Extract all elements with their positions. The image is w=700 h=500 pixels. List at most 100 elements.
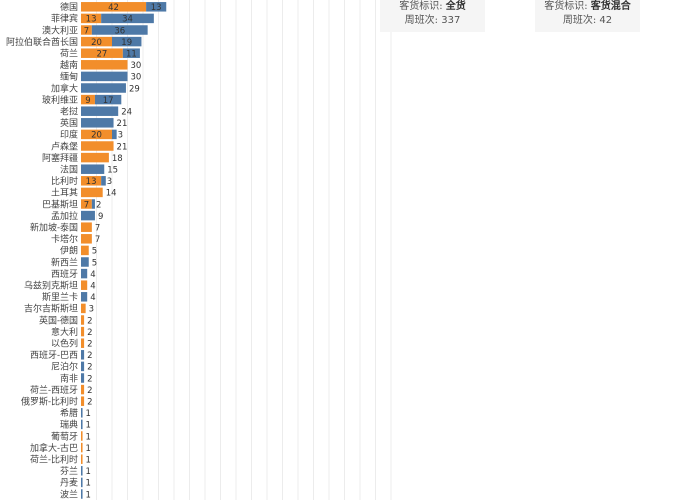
category-label: 俄罗斯-比利时 xyxy=(21,396,78,408)
category-label: 吉尔吉斯斯坦 xyxy=(24,303,78,315)
bar-segment-orange[interactable] xyxy=(81,384,85,395)
category-label: 比利时 xyxy=(51,175,78,187)
bar-segment-blue[interactable] xyxy=(94,94,122,105)
bar-segment-orange[interactable] xyxy=(81,245,89,256)
segment-label: 11 xyxy=(126,50,137,60)
bar-segment-blue[interactable] xyxy=(101,176,106,186)
bar-segment-orange[interactable] xyxy=(81,303,86,314)
bar-segment-blue[interactable] xyxy=(81,257,89,267)
data-label: 18 xyxy=(112,154,123,164)
bar-segment-orange[interactable] xyxy=(81,60,128,70)
segment-label: 13 xyxy=(86,15,97,25)
tooltip-count: 42 xyxy=(599,15,613,26)
bar-segment-blue[interactable] xyxy=(81,210,95,221)
category-label: 法国 xyxy=(60,164,78,176)
data-label: 2 xyxy=(87,340,92,350)
bar-segment-orange[interactable] xyxy=(81,326,85,337)
bar-segment-orange[interactable] xyxy=(81,141,114,151)
bar-segment-blue[interactable] xyxy=(81,164,105,174)
bar-segment-blue[interactable] xyxy=(81,361,85,372)
bar-segment-blue[interactable] xyxy=(81,83,126,93)
bar-segment-orange[interactable] xyxy=(81,199,92,209)
bar-segment-blue[interactable] xyxy=(81,106,119,116)
category-label: 荷兰 xyxy=(60,48,78,60)
bar-segment-blue[interactable] xyxy=(146,2,167,12)
tooltip-mixed: 客货标识: 客货混合 周班次: 42 xyxy=(535,0,640,32)
bar-segment-blue[interactable] xyxy=(81,466,83,476)
tooltip-all-cargo-row2: 周班次: 337 xyxy=(380,14,485,28)
data-label: 5 xyxy=(92,258,97,268)
bar-segment-orange[interactable] xyxy=(81,25,92,35)
category-label: 新西兰 xyxy=(51,256,78,268)
bar-segment-blue[interactable] xyxy=(81,292,88,302)
category-label: 加拿大 xyxy=(51,82,78,94)
bar-segment-orange[interactable] xyxy=(81,48,123,58)
category-label: 阿拉伯联合酋长国 xyxy=(6,36,78,48)
data-label: 1 xyxy=(86,479,91,489)
category-label: 越南 xyxy=(60,59,78,71)
bar-segment-blue[interactable] xyxy=(81,408,83,418)
category-label: 卡塔尔 xyxy=(51,233,78,245)
data-label: 4 xyxy=(90,293,95,303)
bar-segment-blue[interactable] xyxy=(81,373,85,383)
category-label: 缅甸 xyxy=(60,71,78,83)
category-label: 乌兹别克斯坦 xyxy=(24,280,78,292)
category-label: 瑞典 xyxy=(60,419,78,431)
segment-label: 20 xyxy=(91,131,102,141)
tooltip-count: 337 xyxy=(441,15,461,26)
bar-segment-blue[interactable] xyxy=(112,129,117,140)
bar-segment-orange[interactable] xyxy=(81,454,83,464)
bar-segment-orange[interactable] xyxy=(81,129,112,140)
category-label: 阿塞拜疆 xyxy=(42,152,78,164)
data-label: 2 xyxy=(87,398,92,408)
data-label: 15 xyxy=(107,166,118,176)
category-label: 德国 xyxy=(60,1,78,13)
bar-segment-blue[interactable] xyxy=(112,36,142,47)
bar-segment-orange[interactable] xyxy=(81,152,109,163)
bar-segment-orange[interactable] xyxy=(81,442,83,453)
bar-segment-orange[interactable] xyxy=(81,2,147,12)
grid-lines xyxy=(96,0,392,500)
bar-segment-blue[interactable] xyxy=(101,13,154,24)
bar-segment-blue[interactable] xyxy=(122,48,140,58)
category-label: 荷兰-西班牙 xyxy=(30,384,78,396)
data-label: 9 xyxy=(98,212,103,222)
data-label: 30 xyxy=(131,73,142,83)
bar-segment-blue[interactable] xyxy=(81,268,88,279)
tooltip-label: 客货标识: xyxy=(544,1,588,12)
bar-segment-blue[interactable] xyxy=(91,199,95,209)
data-label: 14 xyxy=(106,189,117,199)
bar-segment-orange[interactable] xyxy=(81,234,92,244)
bar-segment-blue[interactable] xyxy=(81,489,83,499)
bar-segment-blue[interactable] xyxy=(91,25,148,35)
category-label: 荷兰-比利时 xyxy=(30,454,78,466)
data-label: 1 xyxy=(86,467,91,477)
bar-segment-orange[interactable] xyxy=(81,396,85,406)
bar-segment-orange[interactable] xyxy=(81,222,92,232)
bar-segment-orange[interactable] xyxy=(81,431,83,441)
bar-segment-orange[interactable] xyxy=(81,94,95,105)
tooltip-all-cargo: 客货标识: 全货 周班次: 337 xyxy=(380,0,485,32)
segment-label: 9 xyxy=(85,96,90,106)
category-label: 意大利 xyxy=(51,326,78,338)
tooltip-mixed-row2: 周班次: 42 xyxy=(535,14,640,28)
bar-segment-orange[interactable] xyxy=(81,187,103,198)
category-label: 印度 xyxy=(60,129,78,141)
bar-segment-blue[interactable] xyxy=(81,477,83,488)
category-label: 波兰 xyxy=(60,488,78,500)
data-label: 1 xyxy=(86,421,91,431)
bar-segment-blue[interactable] xyxy=(81,419,83,430)
bar-segment-orange[interactable] xyxy=(81,315,85,325)
bar-segment-orange[interactable] xyxy=(81,176,102,186)
bar-segment-blue[interactable] xyxy=(81,118,114,128)
bar-segment-blue[interactable] xyxy=(81,350,85,360)
bar-segment-orange[interactable] xyxy=(81,36,112,47)
category-label: 加拿大-古巴 xyxy=(30,442,78,454)
tooltip-mixed-row1: 客货标识: 客货混合 xyxy=(535,0,640,14)
bar-segment-blue[interactable] xyxy=(81,71,128,82)
data-label: 29 xyxy=(129,84,140,94)
bar-segment-orange[interactable] xyxy=(81,338,85,348)
bar-segment-orange[interactable] xyxy=(81,13,102,24)
bar-segment-orange[interactable] xyxy=(81,280,88,290)
